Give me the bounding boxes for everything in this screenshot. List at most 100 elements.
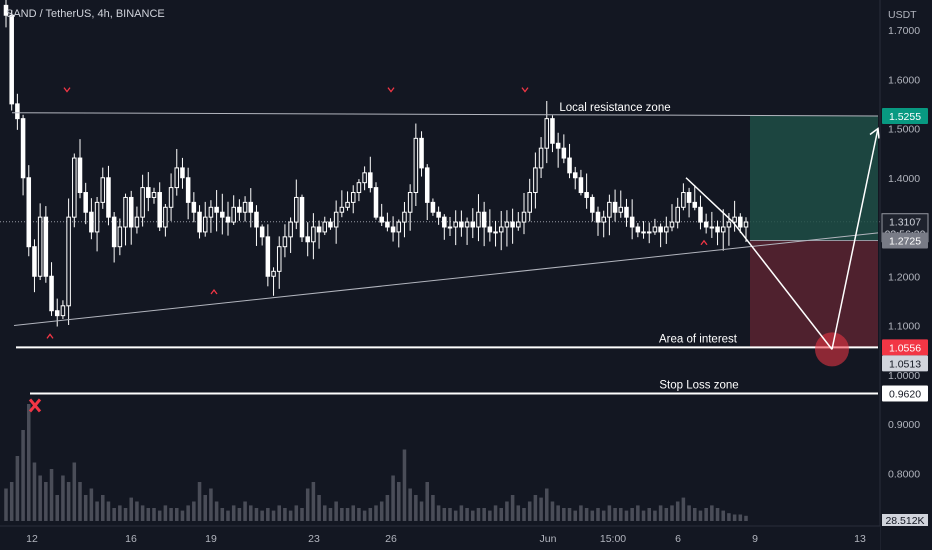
volume-bar <box>49 469 54 521</box>
volume-bar <box>61 475 65 521</box>
candle-down <box>111 216 117 248</box>
candle-down <box>248 201 254 213</box>
candle-down <box>385 221 390 228</box>
candle-down <box>436 211 441 218</box>
candle-down <box>430 201 436 213</box>
volume-bar <box>562 508 566 521</box>
interest-price-tag: 1.0556 <box>889 342 921 354</box>
swing-high-marker <box>521 87 529 93</box>
volume-bar <box>203 495 207 521</box>
candle-down <box>470 221 476 228</box>
candle-up <box>163 206 168 228</box>
volume-bar <box>499 508 503 521</box>
candle-down <box>442 216 447 228</box>
volume-bar <box>186 505 190 521</box>
candle-down <box>83 192 88 213</box>
volume-bar <box>516 505 521 521</box>
x-tick-label: Jun <box>540 533 557 545</box>
candle-down <box>89 211 94 233</box>
candle-up <box>100 177 106 203</box>
candle-up <box>94 201 100 233</box>
candle-up <box>282 236 288 248</box>
candle-down <box>390 226 396 233</box>
volume-bar <box>630 508 634 521</box>
volume-bar <box>601 510 606 521</box>
y-tick-label: 1.1000 <box>888 321 920 333</box>
volume-bar <box>192 501 196 521</box>
volume-bar <box>653 510 657 521</box>
candle-up <box>311 226 316 243</box>
target-price-tag-bg <box>882 107 928 124</box>
swing-high-marker <box>387 87 395 93</box>
candle-up <box>174 167 180 189</box>
candle-up <box>288 221 293 238</box>
candle-down <box>658 226 663 233</box>
candle-down <box>26 177 32 248</box>
entry-price-tag: 1.2725 <box>889 236 921 248</box>
candle-down <box>20 118 26 179</box>
interest-low-tag: 1.0513 <box>889 358 921 370</box>
candle-down <box>225 216 231 223</box>
candle-down <box>54 310 60 317</box>
volume-bar <box>231 505 236 521</box>
candle-down <box>555 142 561 149</box>
candle-down <box>550 118 555 144</box>
candle-up <box>271 270 276 277</box>
candle-down <box>180 167 185 179</box>
candle-up <box>498 226 504 233</box>
time-axis-bg <box>0 526 880 550</box>
volume-bar <box>670 505 674 521</box>
volume-bar <box>140 505 145 521</box>
volume-bar <box>197 482 202 521</box>
x-tick-label: 6 <box>675 533 681 545</box>
candle-up <box>168 187 174 208</box>
volume-bar <box>209 488 213 521</box>
candle-up <box>618 206 624 213</box>
candle-up <box>732 216 737 223</box>
candle-down <box>106 177 111 218</box>
volume-bar <box>311 482 316 521</box>
candle-up <box>333 211 339 228</box>
stoploss-price-tag: 0.9620 <box>889 388 921 400</box>
candle-up <box>453 221 458 228</box>
candle-down <box>595 211 601 223</box>
candle-up <box>720 226 726 233</box>
y-tick-label: 1.2000 <box>888 271 920 283</box>
candle-up <box>669 221 675 228</box>
candle-down <box>9 14 14 105</box>
volume-bar <box>146 508 151 521</box>
candle-up <box>646 231 652 234</box>
volume-bar <box>66 482 71 521</box>
volume-bar <box>681 497 686 521</box>
volume-bar <box>738 514 743 521</box>
symbol-title: SAND / TetherUS, 4h, BINANCE <box>6 8 165 20</box>
candle-up <box>242 201 248 213</box>
volume-bar <box>545 488 549 521</box>
candle-down <box>692 201 698 208</box>
volume-bar <box>459 505 464 521</box>
candle-down <box>3 4 9 16</box>
volume-bar <box>237 508 242 521</box>
candle-up <box>726 221 732 228</box>
candle-up <box>396 221 402 233</box>
volume-bar <box>687 505 691 521</box>
candle-up <box>276 246 282 272</box>
candle-down <box>572 172 578 179</box>
candle-down <box>259 226 265 238</box>
candle-down <box>128 196 134 228</box>
x-tick-label: 15:00 <box>600 533 626 545</box>
candle-up <box>538 147 544 169</box>
volume-bar <box>448 508 452 521</box>
volume-bar <box>305 488 310 521</box>
candle-up <box>464 221 470 228</box>
candle-up <box>601 216 606 223</box>
volume-bar <box>641 510 646 521</box>
volume-bar <box>431 495 435 521</box>
volume-bar <box>362 510 367 521</box>
candle-down <box>220 211 225 218</box>
candle-down <box>328 221 333 228</box>
candle-down <box>590 196 595 213</box>
candle-down <box>305 236 310 243</box>
volume-bar <box>436 505 441 521</box>
